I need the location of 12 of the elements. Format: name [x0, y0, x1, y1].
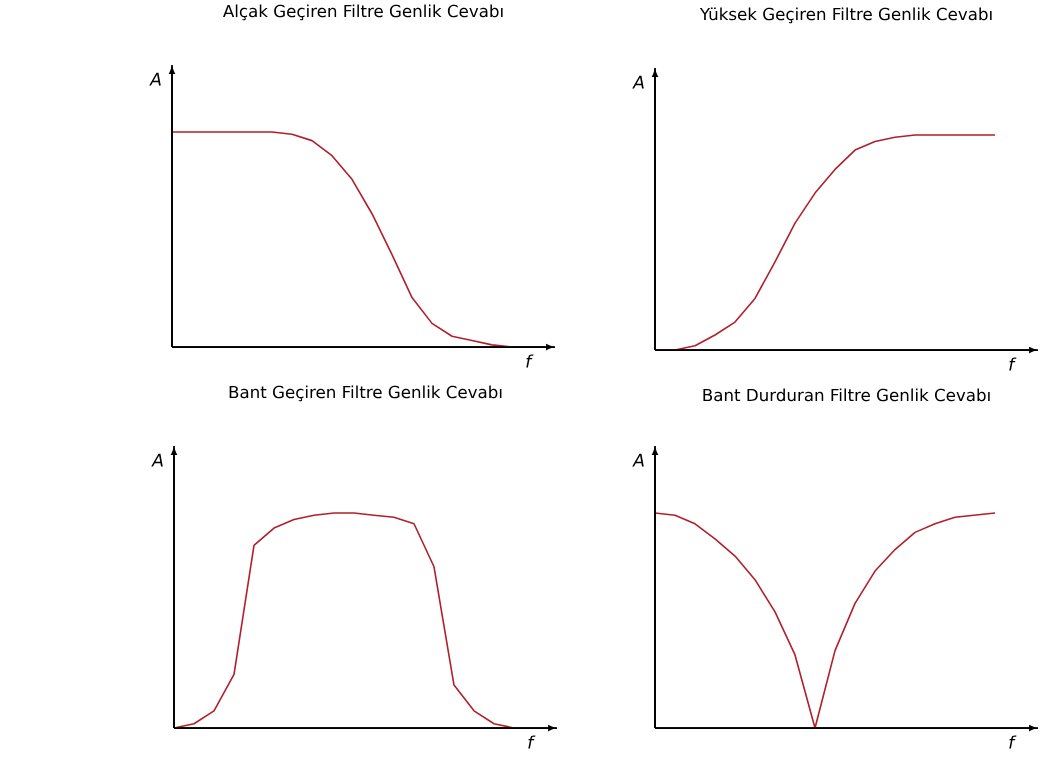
- x-axis-title: f: [528, 735, 536, 749]
- chart-title: Alçak Geçiren Filtre Genlik Cevabı: [223, 4, 503, 21]
- x-axis-title: f: [1009, 735, 1017, 749]
- chart-title: Yüksek Geçiren Filtre Genlik Cevabı: [699, 7, 992, 24]
- chart-title: Bant Geçiren Filtre Genlik Cevabı: [229, 385, 502, 402]
- y-axis-title: A: [149, 72, 161, 86]
- y-axis-title: A: [151, 453, 163, 467]
- x-axis-title: f: [526, 354, 534, 368]
- y-axis-title: A: [632, 453, 644, 467]
- y-axis-title: A: [632, 75, 644, 89]
- x-axis-title: f: [1009, 357, 1017, 371]
- chart-title: Bant Durduran Filtre Genlik Cevabı: [703, 388, 990, 402]
